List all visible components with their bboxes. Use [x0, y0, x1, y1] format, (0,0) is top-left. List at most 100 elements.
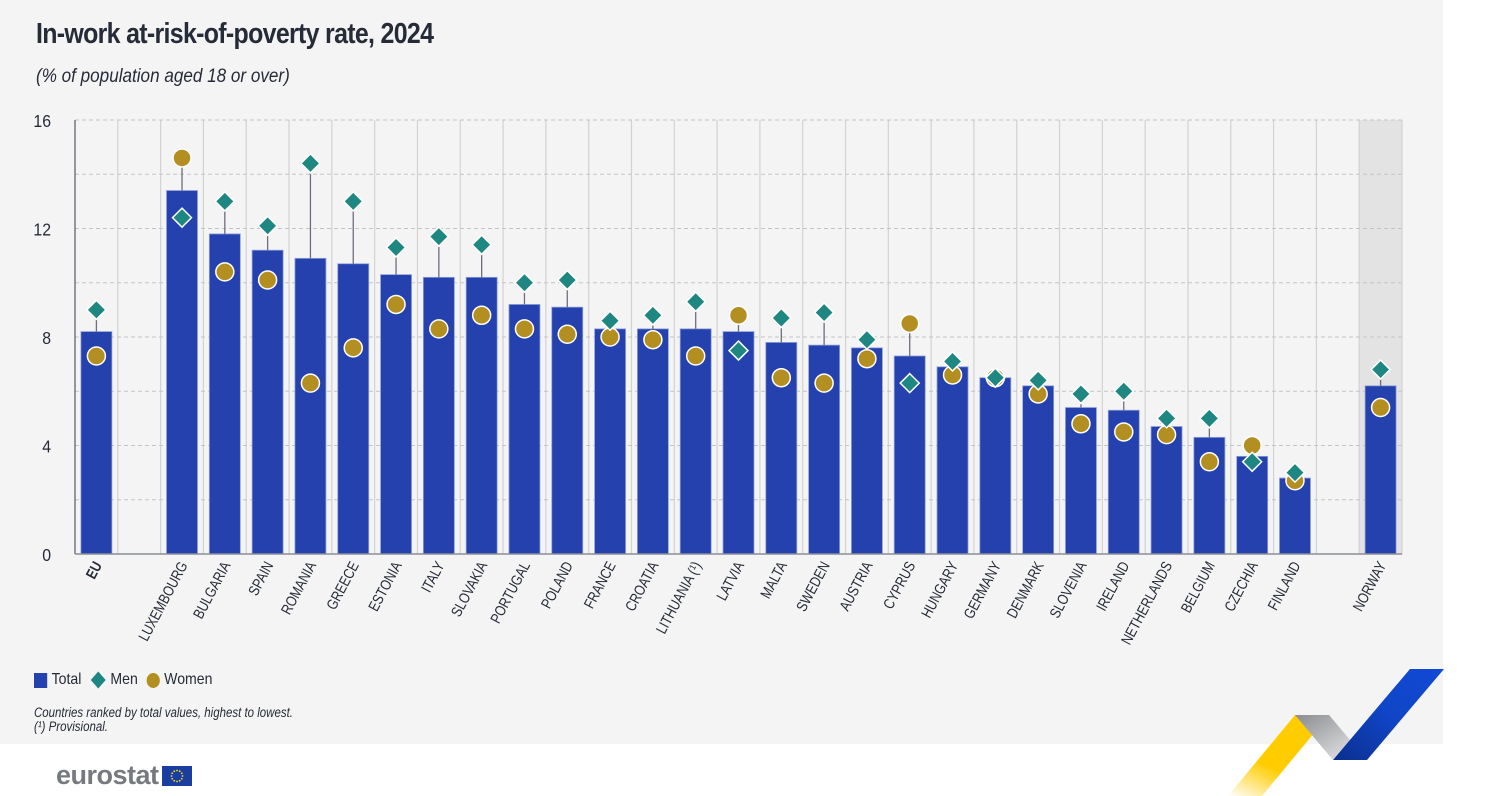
marker-women	[514, 319, 535, 339]
marker-men	[513, 272, 536, 294]
marker-men	[1370, 358, 1392, 381]
x-tick-label: GERMANY	[961, 559, 1005, 622]
total-square-icon	[34, 672, 48, 688]
y-tick-label: 12	[33, 220, 51, 240]
x-tick-label: GREECE	[323, 559, 362, 613]
marker-women	[215, 262, 235, 282]
bar-total	[508, 304, 541, 555]
decorative-ribbon-icon	[1228, 669, 1444, 796]
marker-men	[385, 236, 407, 259]
marker-men	[1113, 380, 1135, 402]
marker-women	[1071, 414, 1091, 434]
x-tick-label: DENMARK	[1004, 559, 1047, 621]
x-tick-label: CYPRUS	[880, 559, 919, 612]
eurostat-logo: eurostat	[56, 762, 192, 789]
x-tick-label: POLAND	[538, 559, 576, 611]
bar-total	[1022, 385, 1055, 555]
x-tick-label: AUSTRIA	[836, 558, 876, 613]
y-tick-label: 16	[33, 111, 51, 131]
marker-women	[857, 348, 877, 369]
bar-total	[551, 306, 584, 555]
y-tick-label: 0	[42, 545, 51, 565]
bar-total	[722, 331, 755, 555]
bar-total	[422, 276, 455, 555]
y-tick-label: 4	[42, 437, 51, 457]
x-tick-label: ITALY	[418, 559, 448, 595]
marker-men	[899, 372, 921, 394]
marker-women	[643, 329, 663, 350]
bar-total	[251, 249, 284, 555]
legend-item-total: Total	[34, 671, 81, 689]
x-tick-label: PORTUGAL	[487, 559, 533, 626]
marker-women	[771, 367, 792, 388]
bar-total	[594, 328, 626, 555]
x-tick-label: BULGARIA	[190, 558, 234, 621]
bar-total	[636, 328, 669, 555]
x-tick-label: FINLAND	[1265, 559, 1304, 613]
marker-men	[1241, 451, 1263, 473]
x-tick-label: CROATIA	[622, 558, 662, 614]
bar-total	[380, 274, 412, 555]
marker-men	[428, 226, 450, 248]
marker-men	[1027, 369, 1049, 391]
marker-women	[300, 373, 321, 393]
marker-men	[257, 215, 279, 237]
x-tick-label: LATVIA	[713, 558, 747, 603]
women-circle-icon	[146, 672, 160, 688]
marker-men	[471, 234, 493, 256]
x-tick-label: FRANCE	[581, 559, 619, 611]
marker-men	[727, 340, 750, 362]
marker-women	[471, 305, 492, 326]
legend-item-women: Women	[146, 671, 213, 689]
marker-women	[685, 346, 706, 366]
legend-item-men: Men	[90, 671, 138, 689]
bar-total	[851, 347, 883, 555]
x-tick-label: ESTONIA	[365, 558, 405, 614]
legend-label-total: Total	[51, 671, 82, 688]
eu-flag-icon	[161, 765, 192, 786]
x-tick-label: CZECHIA	[1221, 558, 1261, 614]
marker-men	[941, 350, 964, 372]
y-tick-label: 8	[42, 328, 51, 348]
marker-women	[1199, 452, 1220, 472]
marker-women	[429, 319, 449, 339]
x-tick-label: MALTA	[757, 558, 790, 601]
bar-total	[208, 233, 241, 555]
bar-total	[337, 263, 370, 555]
x-tick-label: SLOVENIA	[1047, 558, 1091, 621]
men-diamond-icon	[90, 671, 106, 689]
marker-men	[984, 367, 1006, 389]
marker-men	[813, 302, 835, 324]
marker-women	[343, 338, 363, 358]
marker-men	[1156, 407, 1178, 429]
bar-total	[1236, 455, 1269, 555]
marker-men	[685, 291, 707, 313]
x-tick-label: NORWAY	[1350, 559, 1390, 614]
bar-total	[979, 377, 1012, 555]
marker-women	[728, 305, 749, 326]
chart-notes: Countries ranked by total values, highes…	[34, 706, 293, 734]
marker-men	[770, 307, 792, 329]
x-tick-label: BELGIUM	[1178, 559, 1218, 616]
bar-total	[936, 366, 969, 555]
marker-women	[814, 373, 834, 393]
note-provisional: (¹) Provisional.	[34, 719, 108, 734]
x-tick-label: SWEDEN	[793, 559, 833, 614]
marker-men	[1070, 383, 1092, 405]
chart-subtitle: (% of population aged 18 or over)	[36, 66, 290, 87]
marker-men	[299, 152, 321, 174]
x-tick-label: IRELAND	[1093, 559, 1133, 614]
legend-label-women: Women	[164, 671, 213, 688]
marker-women	[899, 313, 920, 334]
legend: Total Men Women	[34, 671, 216, 689]
marker-women	[257, 270, 278, 290]
x-tick-label: ROMANIA	[278, 558, 320, 617]
marker-women	[1370, 397, 1391, 418]
note-ranking: Countries ranked by total values, highes…	[34, 705, 293, 720]
marker-men	[1198, 407, 1220, 429]
marker-men	[556, 269, 578, 291]
marker-men	[1284, 462, 1306, 484]
x-tick-label: HUNGARY	[918, 559, 961, 621]
marker-men	[599, 310, 621, 332]
